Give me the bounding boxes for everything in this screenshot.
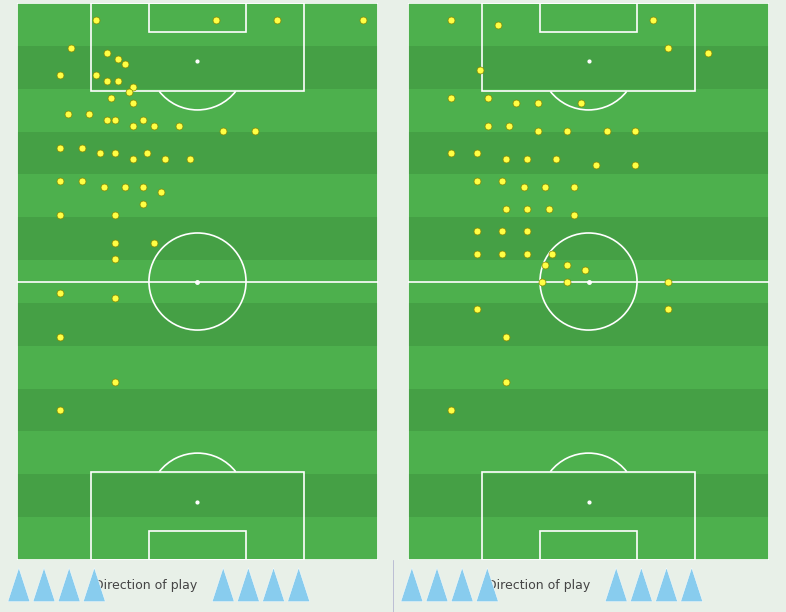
Bar (17, 260, 378, 303)
Polygon shape (83, 568, 105, 602)
Bar (408, 217, 769, 260)
Text: Direction of play: Direction of play (94, 580, 197, 592)
Polygon shape (451, 568, 473, 602)
Bar (90, 472, 304, 560)
Polygon shape (681, 568, 703, 602)
Polygon shape (630, 568, 652, 602)
Polygon shape (263, 568, 285, 602)
Polygon shape (33, 568, 55, 602)
Bar (17, 3, 378, 46)
Polygon shape (8, 568, 30, 602)
Bar (17, 389, 378, 431)
Bar (90, 3, 304, 91)
Polygon shape (212, 568, 234, 602)
Bar (17, 346, 378, 389)
Bar (408, 3, 769, 46)
Bar (17, 303, 378, 346)
Bar (540, 531, 637, 560)
Bar (408, 431, 769, 474)
Bar (17, 474, 378, 517)
Polygon shape (237, 568, 259, 602)
Bar (17, 217, 378, 260)
Bar (408, 46, 769, 89)
Polygon shape (58, 568, 80, 602)
Bar (482, 3, 696, 91)
Bar (17, 174, 378, 217)
Polygon shape (401, 568, 423, 602)
Bar (408, 346, 769, 389)
Polygon shape (605, 568, 627, 602)
Bar (408, 89, 769, 132)
Bar (408, 474, 769, 517)
Bar (408, 132, 769, 174)
Text: Direction of play: Direction of play (487, 580, 590, 592)
Bar (149, 3, 246, 32)
Bar (408, 174, 769, 217)
Bar (17, 46, 378, 89)
Polygon shape (288, 568, 310, 602)
Bar (17, 431, 378, 474)
Bar (408, 517, 769, 560)
Bar (149, 531, 246, 560)
Bar (17, 89, 378, 132)
Polygon shape (426, 568, 448, 602)
Bar (408, 303, 769, 346)
Polygon shape (656, 568, 678, 602)
Bar (482, 472, 696, 560)
Bar (408, 389, 769, 431)
Bar (17, 517, 378, 560)
Bar (17, 132, 378, 174)
Bar (540, 3, 637, 32)
Polygon shape (476, 568, 498, 602)
Bar (408, 260, 769, 303)
